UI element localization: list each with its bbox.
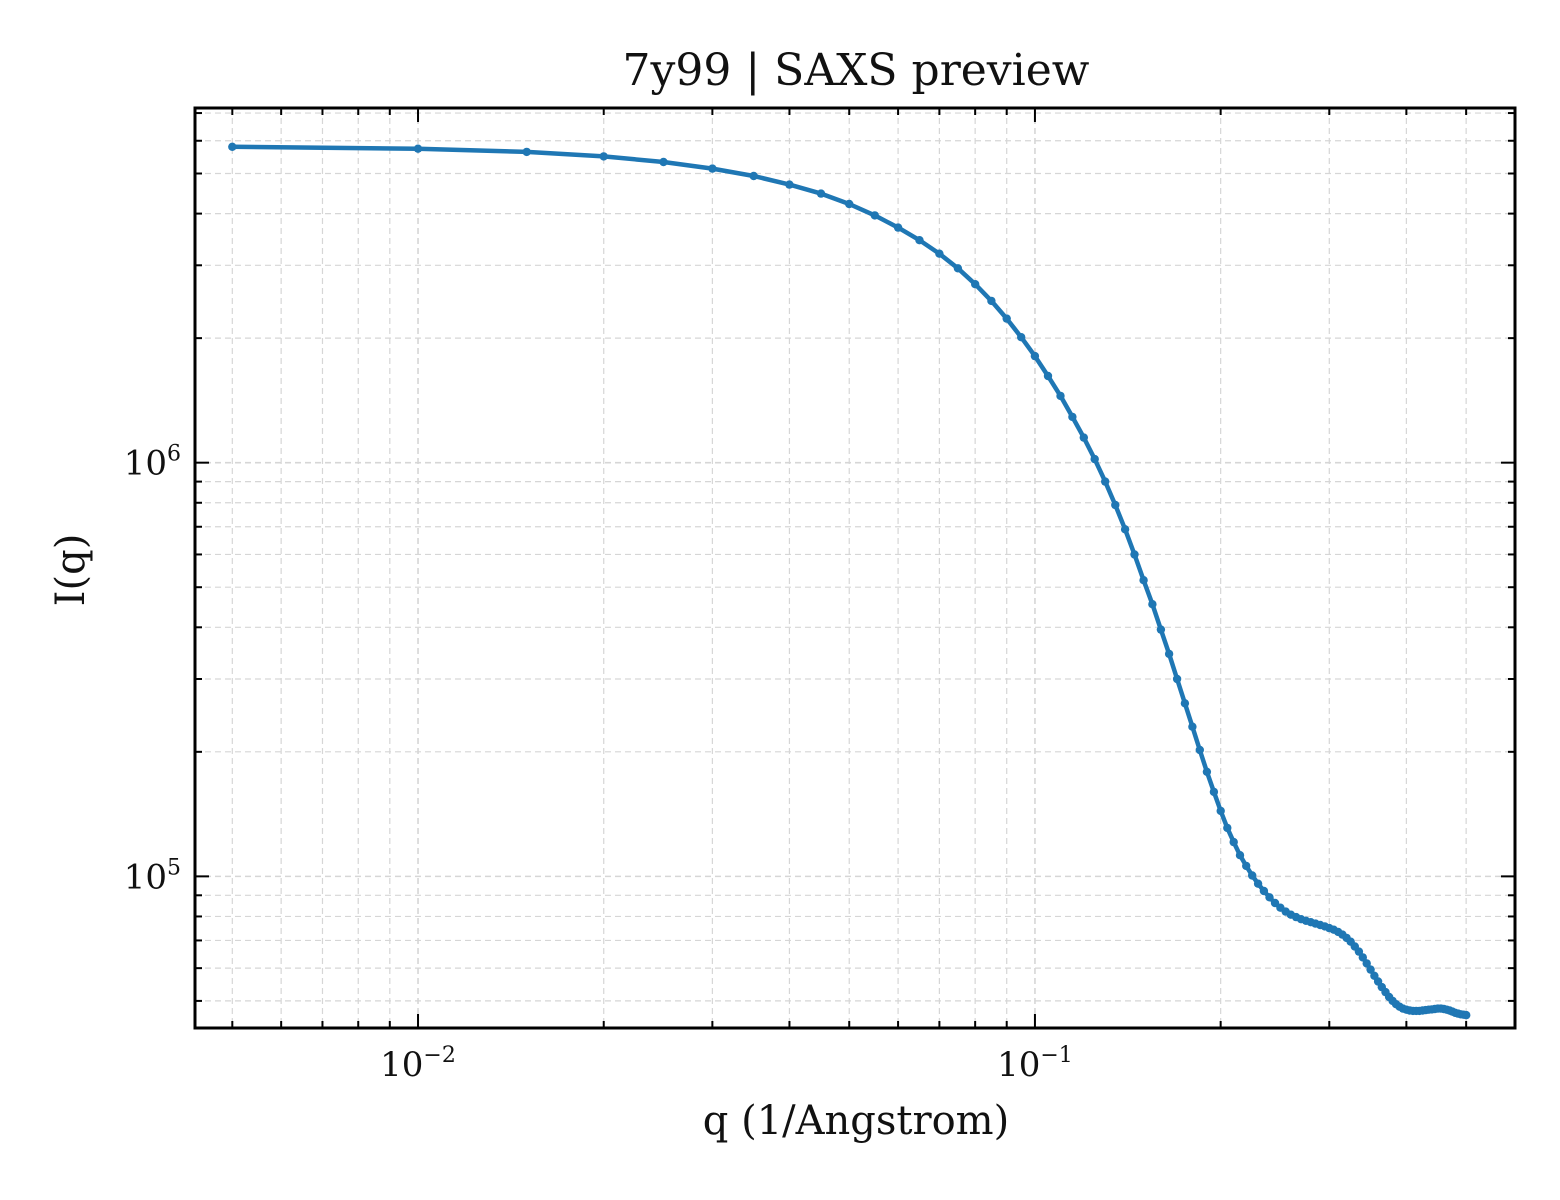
data-point bbox=[1002, 314, 1011, 323]
data-point bbox=[1253, 879, 1263, 888]
data-point bbox=[1043, 371, 1053, 381]
y-tick-label: 105 bbox=[124, 855, 181, 897]
data-point bbox=[1079, 433, 1089, 442]
data-point bbox=[1101, 477, 1110, 486]
data-point bbox=[1156, 625, 1166, 634]
data-point bbox=[1229, 837, 1238, 847]
x-tick-label: 10−1 bbox=[997, 1043, 1073, 1085]
data-point bbox=[1120, 525, 1130, 534]
data-point bbox=[1030, 351, 1040, 361]
data-point bbox=[1130, 550, 1139, 559]
plot-frame bbox=[193, 106, 1517, 1030]
data-point bbox=[659, 157, 668, 167]
data-point bbox=[1164, 649, 1174, 659]
data-point bbox=[845, 199, 854, 209]
data-point bbox=[893, 223, 903, 232]
data-point bbox=[1188, 722, 1197, 731]
data-point bbox=[1202, 767, 1212, 776]
data-point bbox=[1017, 333, 1026, 342]
chart-title: 7y99 | SAXS preview bbox=[623, 45, 1090, 96]
data-point bbox=[1462, 1010, 1471, 1020]
data-point bbox=[1148, 600, 1157, 609]
data-point bbox=[1248, 871, 1257, 880]
data-point bbox=[1180, 699, 1190, 708]
data-point bbox=[749, 171, 758, 181]
data-point bbox=[785, 180, 794, 189]
series-group bbox=[228, 142, 1471, 1020]
data-point bbox=[708, 164, 717, 173]
data-point bbox=[1366, 965, 1375, 974]
data-point bbox=[1362, 959, 1371, 968]
data-point bbox=[1139, 576, 1148, 585]
ticks: 10−2 10−1 105 106 bbox=[124, 108, 1515, 1085]
data-point bbox=[935, 249, 944, 258]
y-tick-label: 106 bbox=[124, 442, 181, 484]
data-point bbox=[413, 144, 423, 153]
data-point bbox=[1223, 823, 1232, 833]
x-axis-label: q (1/Angstrom) bbox=[703, 1098, 1009, 1144]
data-point bbox=[816, 189, 826, 198]
x-tick-label: 10−2 bbox=[380, 1043, 456, 1085]
data-point bbox=[1259, 886, 1269, 896]
data-point bbox=[971, 280, 980, 289]
grid bbox=[195, 108, 1515, 1028]
data-point bbox=[953, 264, 963, 273]
data-point bbox=[599, 152, 608, 161]
data-point bbox=[228, 142, 237, 151]
data-point bbox=[987, 296, 996, 306]
data-point bbox=[870, 211, 879, 220]
y-axis-label: I(q) bbox=[48, 534, 94, 607]
data-point bbox=[1195, 745, 1205, 755]
data-point bbox=[1068, 412, 1077, 422]
data-point bbox=[1235, 851, 1245, 860]
data-point bbox=[1090, 454, 1099, 464]
data-point bbox=[915, 236, 924, 245]
data-point bbox=[1270, 898, 1280, 908]
data-point bbox=[1056, 391, 1065, 401]
data-point bbox=[1242, 861, 1251, 871]
data-point bbox=[1111, 500, 1120, 510]
data-point bbox=[1358, 953, 1368, 962]
data-point bbox=[1172, 674, 1182, 684]
data-point bbox=[1216, 806, 1225, 816]
data-point bbox=[1209, 787, 1219, 797]
data-point bbox=[1265, 893, 1274, 902]
data-point bbox=[522, 147, 531, 157]
